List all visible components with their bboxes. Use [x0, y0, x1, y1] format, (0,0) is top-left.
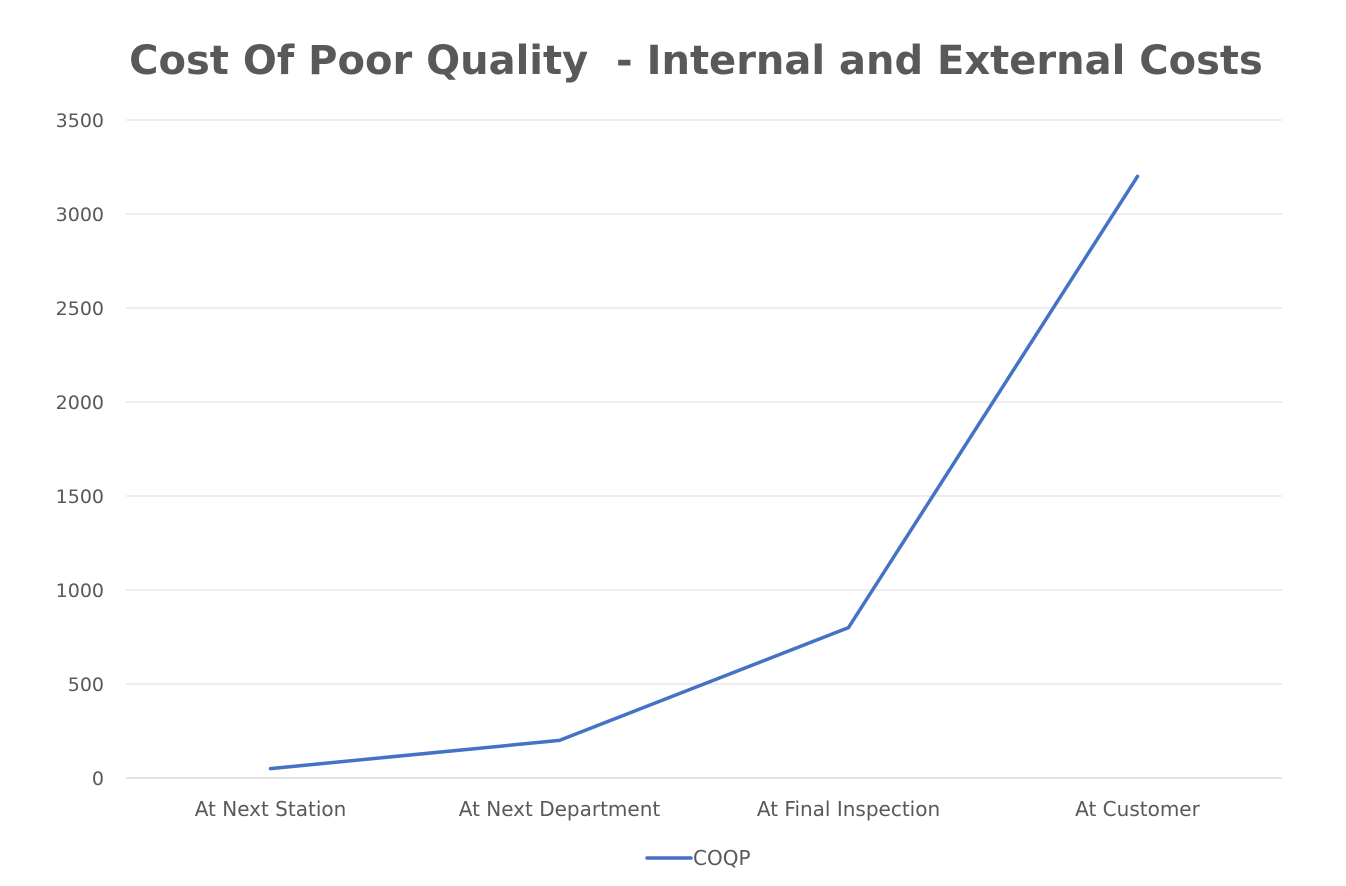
x-category-label: At Final Inspection [757, 797, 940, 821]
y-tick-label: 3000 [56, 204, 104, 226]
y-tick-label: 0 [92, 768, 104, 790]
y-tick-label: 2000 [56, 392, 104, 414]
legend: COQP [645, 846, 751, 870]
y-axis-tick-labels: 0 500 1000 1500 2000 2500 3000 3500 [56, 110, 104, 790]
y-tick-label: 1000 [56, 580, 104, 602]
series-line-coqp [268, 174, 1140, 771]
x-category-label: At Next Department [459, 797, 661, 821]
y-tick-label: 1500 [56, 486, 104, 508]
gridlines [126, 119, 1282, 779]
series-lines [268, 174, 1140, 771]
y-tick-label: 3500 [56, 110, 104, 132]
x-axis-category-labels: At Next Station At Next Department At Fina… [195, 797, 1201, 821]
legend-label: COQP [693, 846, 751, 870]
x-category-label: At Customer [1075, 797, 1200, 821]
y-tick-label: 2500 [56, 298, 104, 320]
y-tick-label: 500 [68, 674, 104, 696]
chart-title: Cost Of Poor Quality - Internal and Exte… [129, 38, 1263, 84]
x-category-label: At Next Station [195, 797, 347, 821]
